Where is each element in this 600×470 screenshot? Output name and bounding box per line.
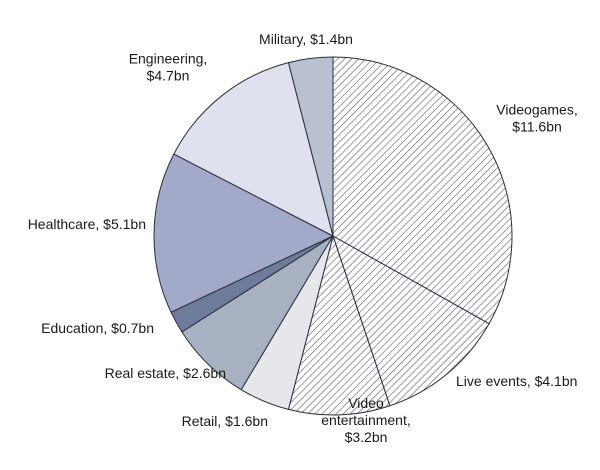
slice-label-line: Education, $0.7bn (41, 320, 154, 336)
slice-label-engineering: Engineering, $4.7bn (129, 51, 208, 84)
pie-slice-military (287, 56, 334, 237)
slice-label-line: $4.7bn (147, 68, 190, 84)
slice-label-line: $11.6bn (512, 119, 562, 135)
pie-slice-live-events (332, 234, 490, 407)
slice-label-line: $3.2bn (345, 429, 388, 445)
slice-label-line: Real estate, $2.6bn (105, 365, 226, 381)
slice-label-line: Military, $1.4bn (259, 31, 353, 47)
slice-label-military: Military, $1.4bn (259, 31, 353, 47)
labels-layer: Videogames, $11.6bn Live events, $4.1bn Vid… (28, 31, 578, 445)
slice-label-retail: Retail, $1.6bn (182, 413, 268, 429)
slice-label-education: Education, $0.7bn (41, 320, 154, 336)
pie-slice-healthcare (153, 153, 335, 313)
slice-label-line: Video (348, 395, 384, 411)
slice-label-line: Engineering, (129, 51, 208, 67)
slice-label-healthcare: Healthcare, $5.1bn (28, 216, 146, 232)
slice-label-real-estate: Real estate, $2.6bn (105, 365, 226, 381)
slice-label-live-events: Live events, $4.1bn (456, 373, 577, 389)
pie-slice-video-entertainment (287, 234, 391, 416)
slice-label-line: entertainment, (321, 412, 411, 428)
slice-label-line: Retail, $1.6bn (182, 413, 268, 429)
slice-label-line: Live events, $4.1bn (456, 373, 577, 389)
slice-label-videogames: Videogames, $11.6bn (496, 102, 577, 135)
slice-label-line: Videogames, (496, 102, 577, 118)
pie-slice-engineering (173, 62, 334, 237)
slice-label-line: Healthcare, $5.1bn (28, 216, 146, 232)
slice-label-video-entertainment: Video entertainment, $3.2bn (321, 395, 411, 445)
slices-layer (153, 56, 513, 416)
pie-slice-videogames (332, 56, 513, 325)
